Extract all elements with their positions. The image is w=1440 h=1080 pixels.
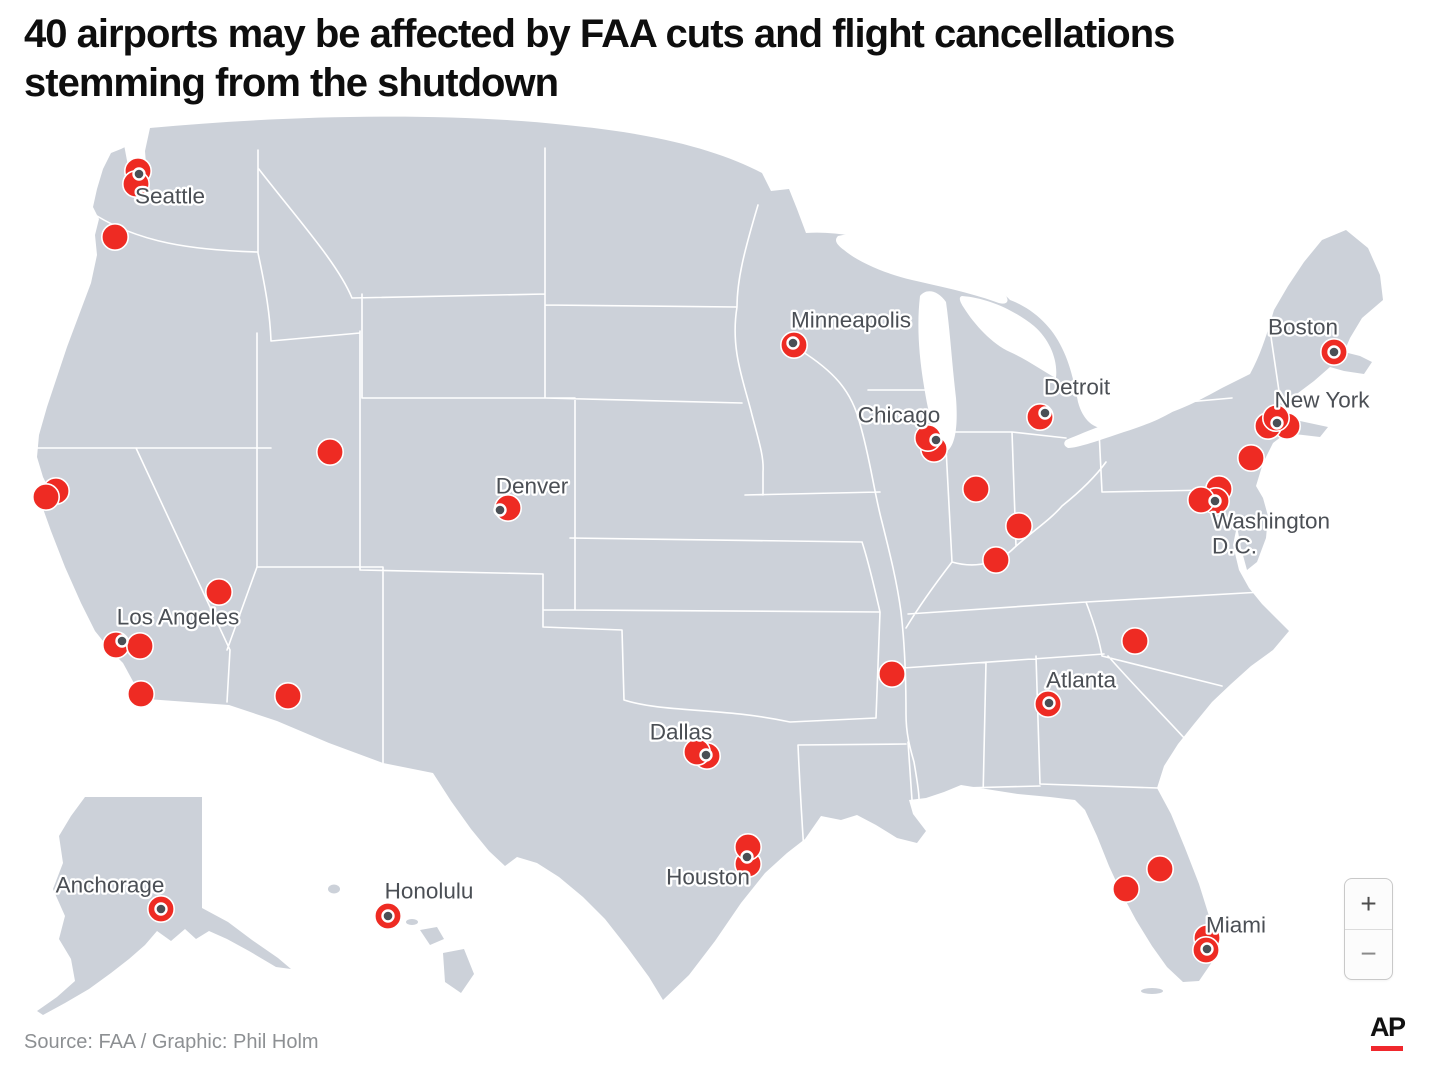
airport-dot[interactable] <box>1121 626 1150 655</box>
airport-dot[interactable] <box>31 482 60 511</box>
city-dot <box>786 336 800 350</box>
airport-dot[interactable] <box>273 681 302 710</box>
city-dot <box>381 909 395 923</box>
florida-keys <box>1141 988 1163 994</box>
city-label: Minneapolis <box>791 308 911 333</box>
city-dot <box>929 433 943 447</box>
city-label: Detroit <box>1044 375 1111 400</box>
airport-dot[interactable] <box>961 474 990 503</box>
city-dot <box>493 503 507 517</box>
airport-dot[interactable] <box>1146 854 1175 883</box>
us-mainland <box>37 116 1383 1000</box>
city-dot <box>1270 416 1284 430</box>
airport-dot[interactable] <box>205 577 234 606</box>
airport-dot[interactable] <box>1112 874 1141 903</box>
city-label: Los Angeles <box>117 605 240 630</box>
city-label: New York <box>1274 388 1370 413</box>
city-dot <box>154 902 168 916</box>
zoom-out-button[interactable]: − <box>1345 928 1392 980</box>
city-dot <box>132 167 146 181</box>
city-label: Boston <box>1268 315 1338 340</box>
airport-dot[interactable] <box>126 631 155 660</box>
city-label: Anchorage <box>56 873 165 898</box>
city-dot <box>1327 345 1341 359</box>
city-dot <box>1200 942 1214 956</box>
airport-dot[interactable] <box>877 659 906 688</box>
airport-dot[interactable] <box>101 223 130 252</box>
city-label: Denver <box>496 474 569 499</box>
city-label: Atlanta <box>1046 668 1117 693</box>
city-label: Chicago <box>858 403 941 428</box>
airport-dot[interactable] <box>981 545 1010 574</box>
city-dot <box>115 634 129 648</box>
airport-dot[interactable] <box>1237 443 1266 472</box>
airport-dot[interactable] <box>315 437 344 466</box>
ap-logo: AP <box>1370 1012 1406 1051</box>
zoom-in-button[interactable]: + <box>1345 879 1392 929</box>
source-credit: Source: FAA / Graphic: Phil Holm <box>24 1031 319 1053</box>
city-label: D.C. <box>1212 534 1257 559</box>
page-title: 40 airports may be affected by FAA cuts … <box>24 10 1404 108</box>
city-dot <box>1038 406 1052 420</box>
title-line-1: 40 airports may be affected by FAA cuts … <box>24 12 1175 56</box>
ap-logo-underline <box>1371 1046 1403 1051</box>
city-dot <box>699 748 713 762</box>
great-lakes <box>122 130 1241 452</box>
city-label: Honolulu <box>385 879 474 904</box>
city-dot <box>1208 494 1222 508</box>
city-label: Seattle <box>135 184 205 209</box>
state-borders <box>35 147 1281 853</box>
airport-dot[interactable] <box>127 679 156 708</box>
title-line-2: stemming from the shutdown <box>24 61 559 105</box>
ap-logo-text: AP <box>1370 1012 1406 1042</box>
city-dot <box>1042 696 1056 710</box>
city-label: Dallas <box>650 720 713 745</box>
city-dot <box>740 850 754 864</box>
city-label: Miami <box>1206 913 1266 938</box>
airport-dot[interactable] <box>1004 511 1033 540</box>
city-markers-layer: Seattle Minneapolis Boston Detroit Chicago Ne… <box>53 167 1373 956</box>
map-zoom-control: + − <box>1344 878 1393 980</box>
city-label: Houston <box>666 865 750 890</box>
city-label: Washington <box>1212 509 1330 534</box>
